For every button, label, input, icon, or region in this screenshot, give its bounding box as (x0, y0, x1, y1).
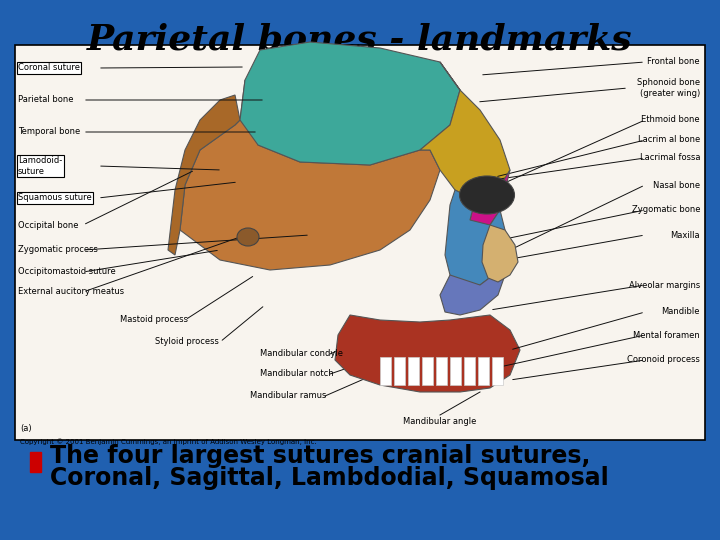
Ellipse shape (237, 228, 259, 246)
Text: The four largest sutures cranial sutures,: The four largest sutures cranial sutures… (50, 444, 590, 468)
Text: Coronal suture: Coronal suture (18, 64, 80, 72)
Text: External aucitory meatus: External aucitory meatus (18, 287, 124, 296)
Polygon shape (335, 315, 520, 392)
Text: Mandible: Mandible (662, 307, 700, 316)
Bar (464, 357, 475, 385)
Polygon shape (445, 190, 510, 285)
Bar (30, 452, 41, 472)
Text: Mandibular notch: Mandibular notch (260, 369, 333, 379)
Bar (408, 357, 419, 385)
Polygon shape (180, 80, 440, 270)
Text: (a): (a) (20, 424, 32, 433)
Text: Mental foramen: Mental foramen (634, 330, 700, 340)
Polygon shape (440, 250, 510, 315)
Text: Mastoid process: Mastoid process (120, 315, 188, 325)
Text: Nasal bone: Nasal bone (653, 180, 700, 190)
Text: Lacrimal fossa: Lacrimal fossa (639, 153, 700, 163)
Text: Zygomatic bone: Zygomatic bone (631, 206, 700, 214)
Text: Coronal, Sagittal, Lambdodial, Squamosal: Coronal, Sagittal, Lambdodial, Squamosal (50, 466, 608, 490)
Text: Ethmoid bone: Ethmoid bone (642, 116, 700, 125)
Bar (478, 357, 489, 385)
Text: Mandibular ramus: Mandibular ramus (250, 392, 326, 401)
Text: Mandibular condyle: Mandibular condyle (260, 349, 343, 359)
Text: Sphonoid bone
(greater wing): Sphonoid bone (greater wing) (637, 78, 700, 98)
Polygon shape (482, 225, 518, 282)
Text: Occipitomastoid suture: Occipitomastoid suture (18, 267, 116, 276)
Text: Mandibular angle: Mandibular angle (403, 417, 477, 427)
Text: Copyright © 2001 Benjamin Cummings, an imprint of Addison Wesley Longman, Inc.: Copyright © 2001 Benjamin Cummings, an i… (20, 438, 317, 444)
Text: Lamodoid-
suture: Lamodoid- suture (18, 156, 62, 176)
Text: Zygomatic process: Zygomatic process (18, 246, 98, 254)
Text: Coronoid process: Coronoid process (627, 355, 700, 364)
Text: Occipital bone: Occipital bone (18, 220, 78, 230)
Polygon shape (470, 170, 510, 230)
Text: Parietal bones - landmarks: Parietal bones - landmarks (87, 22, 633, 56)
Text: Temporal bone: Temporal bone (18, 127, 80, 137)
Polygon shape (240, 42, 460, 165)
Ellipse shape (459, 176, 515, 214)
Text: Squamous suture: Squamous suture (18, 193, 91, 202)
Text: Maxilla: Maxilla (670, 231, 700, 240)
Bar (450, 357, 461, 385)
Bar (380, 357, 391, 385)
Text: Parietal bone: Parietal bone (18, 96, 73, 105)
Polygon shape (420, 62, 510, 200)
Bar (15, 45, 705, 440)
Text: Alveolar margins: Alveolar margins (629, 280, 700, 289)
Bar (436, 357, 447, 385)
Text: Lacrim al bone: Lacrim al bone (638, 136, 700, 145)
Bar (422, 357, 433, 385)
Bar (394, 357, 405, 385)
Text: Styloid process: Styloid process (155, 338, 219, 347)
Polygon shape (168, 95, 240, 255)
Text: Frontal bone: Frontal bone (647, 57, 700, 66)
Bar (492, 357, 503, 385)
